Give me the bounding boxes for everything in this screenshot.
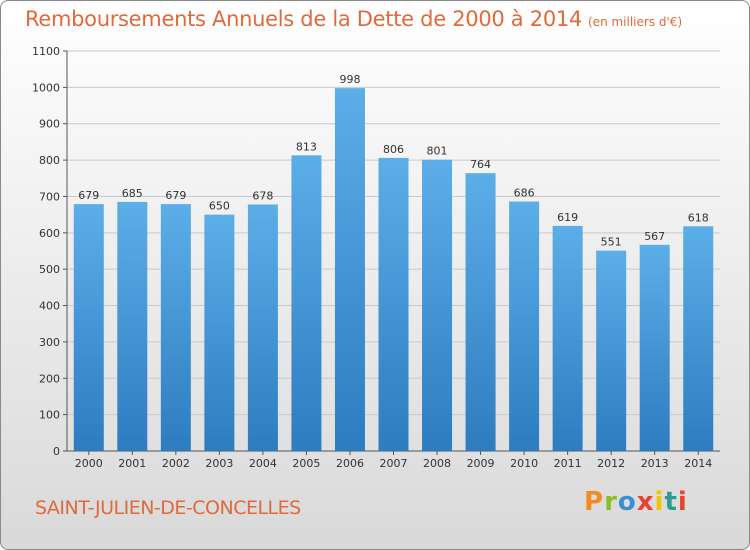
logo-letter: P: [584, 487, 605, 517]
data-label-2000: 679: [78, 189, 99, 202]
x-tick-label-2012: 2012: [597, 457, 625, 470]
bar-2004[interactable]: [247, 204, 278, 451]
x-tick-label-2010: 2010: [510, 457, 538, 470]
data-label-2001: 685: [122, 187, 143, 200]
x-tick-label-2007: 2007: [380, 457, 408, 470]
data-label-2008: 801: [427, 145, 448, 158]
x-tick-label-2008: 2008: [423, 457, 451, 470]
labels: 0 100 200 300 400 500 600 700 800 900 1000 1100 679 2…: [32, 45, 712, 470]
bar-2007[interactable]: [378, 157, 409, 451]
y-tick-label: 400: [39, 300, 60, 313]
logo-letter: i: [677, 487, 688, 517]
y-tick-label: 900: [39, 118, 60, 131]
data-label-2013: 567: [644, 230, 665, 243]
logo-letter: r: [604, 487, 618, 517]
bar-2008[interactable]: [422, 159, 453, 451]
x-tick-label-2009: 2009: [467, 457, 495, 470]
y-tick-label: 600: [39, 227, 60, 240]
x-tick-label-2005: 2005: [292, 457, 320, 470]
bar-2011[interactable]: [552, 225, 583, 451]
bar-2010[interactable]: [509, 201, 540, 451]
bars: [73, 88, 714, 451]
data-label-2004: 678: [252, 189, 273, 202]
x-tick-label-2006: 2006: [336, 457, 364, 470]
unit-label: (en milliers d'€): [588, 15, 683, 29]
x-tick-label-2014: 2014: [684, 457, 712, 470]
bar-2009[interactable]: [465, 173, 496, 451]
bar-2012[interactable]: [596, 250, 627, 451]
data-label-2012: 551: [601, 236, 622, 249]
data-label-2002: 679: [165, 189, 186, 202]
x-tick-label-2000: 2000: [75, 457, 103, 470]
bar-2006[interactable]: [334, 88, 365, 451]
bar-2013[interactable]: [639, 244, 670, 451]
data-label-2009: 764: [470, 158, 491, 171]
x-tick-label-2013: 2013: [641, 457, 669, 470]
proxiti-logo[interactable]: Proxiti: [584, 487, 688, 517]
y-tick-label: 100: [39, 409, 60, 422]
data-label-2010: 686: [514, 187, 535, 200]
chart-title: Remboursements Annuels de la Dette de 20…: [25, 7, 682, 31]
data-label-2003: 650: [209, 200, 230, 213]
y-tick-label: 800: [39, 154, 60, 167]
data-label-2011: 619: [557, 211, 578, 224]
y-tick-label: 700: [39, 190, 60, 203]
data-label-2005: 813: [296, 140, 317, 153]
logo-letter: x: [636, 487, 655, 517]
data-label-2006: 998: [339, 73, 360, 86]
x-tick-label-2001: 2001: [118, 457, 146, 470]
data-label-2014: 618: [688, 211, 709, 224]
x-tick-label-2011: 2011: [554, 457, 582, 470]
data-label-2007: 806: [383, 143, 404, 156]
y-tick-label: 300: [39, 336, 60, 349]
bar-2005[interactable]: [291, 155, 322, 451]
y-tick-label: 1000: [32, 81, 60, 94]
x-tick-label-2002: 2002: [162, 457, 190, 470]
y-tick-label: 0: [53, 445, 60, 458]
x-tick-label-2003: 2003: [205, 457, 233, 470]
bar-2003[interactable]: [204, 214, 235, 451]
logo-letter: i: [654, 487, 665, 517]
city-name: SAINT-JULIEN-DE-CONCELLES: [35, 497, 301, 519]
logo-letter: o: [617, 487, 637, 517]
y-tick-label: 500: [39, 263, 60, 276]
bar-2000[interactable]: [73, 204, 104, 451]
bar-2001[interactable]: [117, 201, 148, 451]
bar-2002[interactable]: [160, 204, 191, 451]
logo-letter: t: [664, 487, 678, 517]
x-tick-label-2004: 2004: [249, 457, 277, 470]
bar-2014[interactable]: [683, 226, 714, 451]
y-tick-label: 1100: [32, 45, 60, 58]
title-text: Remboursements Annuels de la Dette de 20…: [25, 7, 582, 31]
y-tick-label: 200: [39, 372, 60, 385]
